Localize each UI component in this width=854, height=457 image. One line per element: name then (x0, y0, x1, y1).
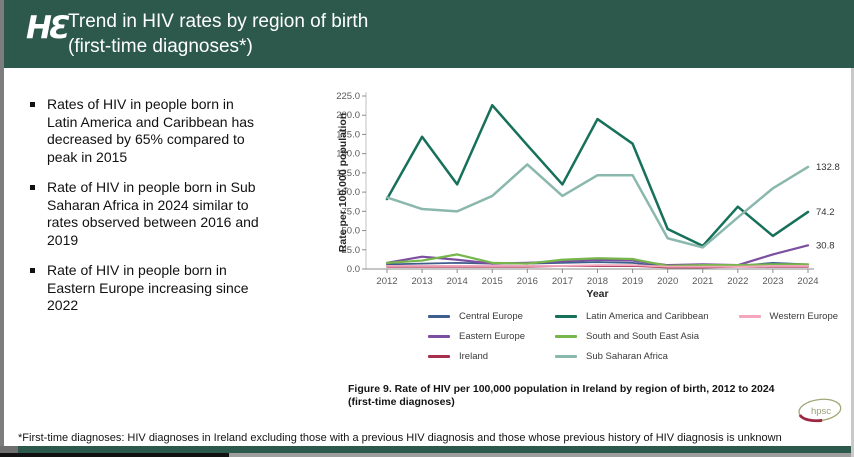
slide-title: Trend in HIV rates by region of birth (f… (68, 9, 368, 59)
legend-label: Eastern Europe (459, 330, 526, 342)
legend-item-south-east-asia: South and South East Asia (555, 329, 709, 343)
bullet-square-icon (30, 185, 35, 190)
bottom-bar-left-cap (0, 446, 18, 453)
window-right-edge (851, 68, 854, 457)
bullet-list: Rates of HIV in people born in Latin Ame… (28, 96, 260, 315)
x-tick-label: 2013 (412, 276, 433, 287)
y-tick-label: 125.0 (336, 168, 360, 179)
slide-title-line2: (first-time diagnoses*) (68, 36, 253, 57)
video-progress-fill[interactable] (0, 453, 229, 457)
y-tick-label: 175.0 (336, 129, 360, 140)
slide-title-line1: Trend in HIV rates by region of birth (68, 11, 369, 32)
legend-label: South and South East Asia (586, 330, 700, 342)
series-line (385, 103, 810, 248)
x-axis-title: Year (586, 288, 608, 300)
legend-label: Sub Saharan Africa (586, 350, 668, 362)
x-tick-label: 2015 (482, 276, 503, 287)
x-tick-label: 2021 (692, 276, 713, 287)
y-axis-title: Rate per 100,000 population (337, 113, 349, 252)
slide-header: HƐ Trend in HIV rates by region of birth… (4, 0, 854, 68)
legend-swatch (555, 334, 578, 338)
window-left-edge (0, 0, 4, 457)
bullet-square-icon (30, 102, 35, 107)
y-tick-label: 225.0 (336, 91, 360, 102)
x-tick-label: 2016 (517, 276, 538, 287)
hiv-rates-line-chart: 0.0 25.0 50.0 75.0 100.0 125.0 150.0 175.0 200.0… (336, 91, 840, 300)
bullet-item: Rates of HIV in people born in Latin Ame… (28, 96, 260, 166)
video-progress-bar[interactable] (0, 453, 854, 457)
y-tick-label: 0.0 (347, 264, 360, 275)
x-tick-label: 2022 (727, 276, 748, 287)
series-line (386, 264, 809, 268)
legend-label: Ireland (459, 350, 489, 362)
hpsc-logo-text: hpsc (811, 406, 831, 417)
legend-swatch (738, 314, 761, 318)
y-tick-label: 50.0 (342, 226, 361, 237)
chart-legend: Central Europe Eastern Europe Ireland La… (428, 309, 838, 363)
y-tick-label: 100.0 (336, 187, 360, 198)
figure-caption-line2: (first-time diagnoses) (348, 396, 455, 408)
series-line (385, 253, 810, 268)
x-tick-label: 2017 (552, 276, 573, 287)
series-end-label: 30.8 (816, 240, 835, 251)
bullet-text: Rate of HIV in people born in Eastern Eu… (47, 262, 249, 313)
legend-label: Western Europe (769, 310, 839, 322)
y-tick-label: 150.0 (336, 149, 360, 160)
series-line (385, 163, 810, 249)
hse-logo-icon: HƐ (26, 10, 70, 46)
legend-item-central-europe: Central Europe (428, 309, 525, 323)
legend-swatch (555, 314, 578, 318)
bullet-item: Rate of HIV in people born in Sub Sahara… (28, 179, 260, 249)
y-tick-label: 200.0 (336, 110, 360, 121)
bullet-item: Rate of HIV in people born in Eastern Eu… (28, 262, 260, 315)
bullet-text: Rate of HIV in people born in Sub Sahara… (47, 179, 259, 248)
legend-item-ireland: Ireland (428, 349, 525, 363)
bullet-text: Rates of HIV in people born in Latin Ame… (47, 96, 255, 165)
legend-item-latin-america: Latin America and Caribbean (555, 309, 709, 323)
x-tick-label: 2019 (622, 276, 643, 287)
legend-item-eastern-europe: Eastern Europe (428, 329, 525, 343)
bottom-accent-bar (18, 446, 854, 453)
legend-swatch (428, 334, 450, 338)
y-tick-label: 25.0 (342, 245, 361, 256)
legend-label: Central Europe (459, 310, 523, 322)
hpsc-logo: hpsc (798, 398, 842, 423)
bullet-square-icon (30, 268, 35, 273)
series-end-label: 74.2 (816, 207, 835, 218)
x-tick-label: 2023 (762, 276, 783, 287)
x-tick-label: 2020 (657, 276, 678, 287)
footnote: *First-time diagnoses: HIV diagnoses in … (18, 432, 782, 444)
legend-swatch (555, 354, 578, 358)
figure-caption-line1: Figure 9. Rate of HIV per 100,000 popula… (348, 383, 775, 395)
legend-swatch (428, 314, 450, 318)
series-end-label: 132.8 (816, 162, 840, 173)
legend-item-western-europe: Western Europe (738, 309, 839, 323)
legend-swatch (428, 354, 450, 358)
x-tick-label: 2024 (797, 276, 818, 287)
legend-item-sub-saharan-africa: Sub Saharan Africa (555, 349, 709, 363)
y-tick-label: 75.0 (342, 206, 361, 217)
figure-caption: Figure 9. Rate of HIV per 100,000 popula… (348, 383, 840, 409)
x-tick-label: 2018 (587, 276, 608, 287)
legend-label: Latin America and Caribbean (586, 310, 709, 322)
x-tick-label: 2012 (376, 276, 397, 287)
x-tick-label: 2014 (447, 276, 468, 287)
